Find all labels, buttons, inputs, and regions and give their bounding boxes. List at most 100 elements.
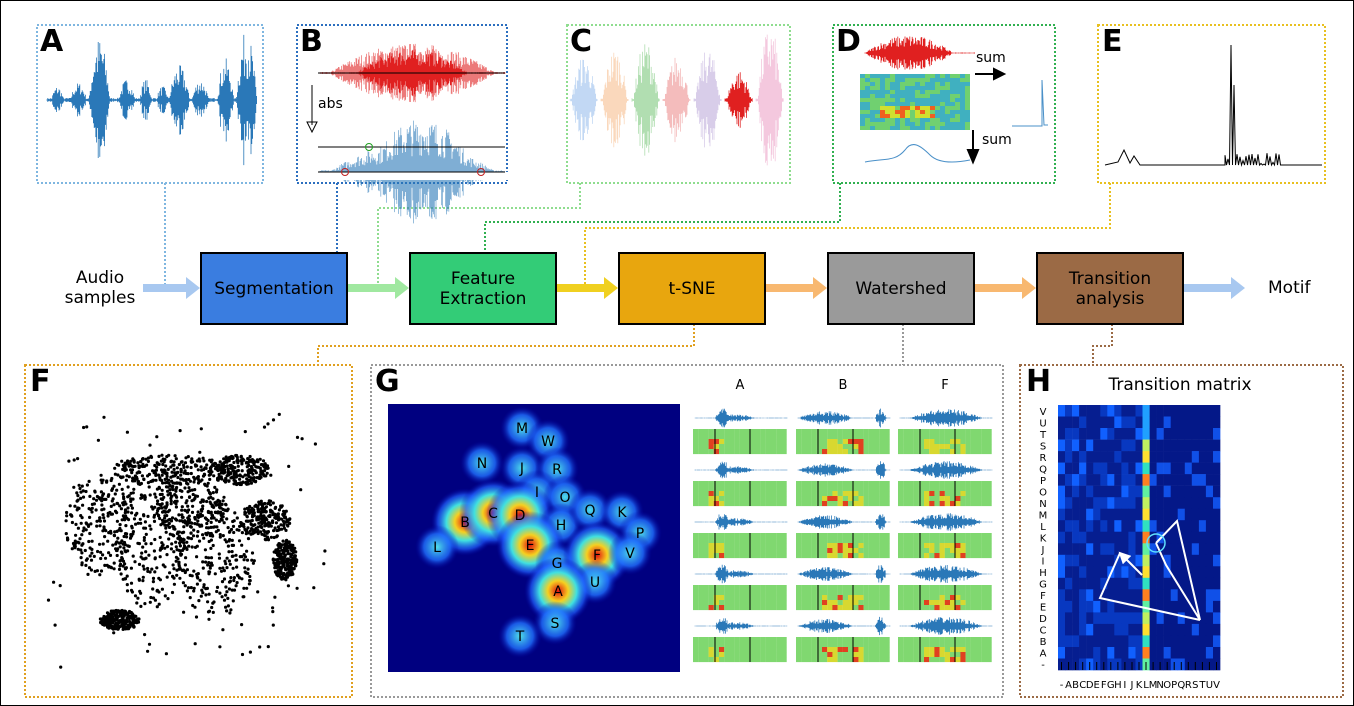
spectrogram-cell — [740, 429, 745, 434]
scatter-point — [119, 523, 122, 526]
spectrogram-cell — [903, 538, 908, 543]
matrix-cell — [1136, 509, 1143, 521]
spectrogram-cell — [827, 590, 832, 595]
spectrogram-cell — [920, 82, 925, 86]
y-label: P — [1040, 476, 1046, 487]
scatter-point — [86, 557, 89, 560]
spectrogram-cell — [879, 652, 884, 657]
spectrogram-cell — [924, 444, 929, 449]
spectrogram-cell — [914, 449, 919, 454]
spectrogram-cell — [920, 94, 925, 98]
matrix-cell — [1185, 589, 1192, 601]
spectrogram-cell — [860, 110, 865, 114]
scatter-point — [225, 509, 228, 512]
spectrogram-cell — [915, 122, 920, 126]
spectrogram-cell — [869, 548, 874, 553]
scatter-point — [285, 547, 288, 550]
spectrogram-cell — [755, 439, 760, 444]
spectrogram-cell — [945, 642, 950, 647]
scatter-point — [94, 570, 97, 573]
matrix-cell — [1171, 532, 1178, 544]
scatter-point — [128, 545, 131, 548]
spectrogram-cell — [735, 553, 740, 558]
spectrogram-cell — [869, 538, 874, 543]
spectrogram-cell — [740, 434, 745, 439]
scatter-point — [243, 566, 246, 569]
scatter-point — [112, 497, 115, 500]
spectrogram-cell — [766, 543, 771, 548]
spectrogram-cell — [869, 647, 874, 652]
scatter-point — [76, 457, 79, 460]
spectrogram-cell — [750, 600, 755, 605]
waveform — [695, 462, 787, 478]
scatter-point — [103, 519, 106, 522]
scatter-point — [81, 561, 84, 564]
spectrogram-cell — [822, 429, 827, 434]
scatter-point — [227, 526, 230, 529]
matrix-cell — [1192, 474, 1199, 486]
spectrogram-cell — [903, 434, 908, 439]
spectrogram-cell — [934, 652, 939, 657]
spectrogram-cell — [930, 90, 935, 94]
spectrogram-cell — [898, 652, 903, 657]
scatter-point — [237, 529, 240, 532]
matrix-cell — [1100, 612, 1107, 624]
spectrogram-cell — [971, 486, 976, 491]
scatter-point — [113, 562, 116, 565]
spectrogram-cell — [885, 98, 890, 102]
spectrogram-cell — [822, 496, 827, 501]
matrix-cell — [1107, 543, 1114, 555]
scatter-point — [170, 542, 173, 545]
spectrogram-cell — [781, 439, 786, 444]
scatter-point — [109, 619, 112, 622]
scatter-point — [290, 549, 293, 552]
scatter-point — [219, 533, 222, 536]
scatter-point — [157, 455, 160, 458]
spectrogram-cell — [740, 637, 745, 642]
scatter-point — [102, 513, 105, 516]
scatter-point — [197, 468, 200, 471]
spectrogram-cell — [976, 538, 981, 543]
spectrogram-cell — [960, 444, 965, 449]
scatter-point — [185, 499, 188, 502]
spectrogram-cell — [771, 429, 776, 434]
scatter-point — [227, 550, 230, 553]
matrix-cell — [1079, 463, 1086, 475]
spectrogram-cell — [903, 590, 908, 595]
spectrogram-cell — [981, 449, 986, 454]
spectrogram-cell — [719, 647, 724, 652]
matrix-cell — [1058, 428, 1065, 440]
matrix-cell — [1136, 624, 1143, 636]
spectrogram-cell — [875, 106, 880, 110]
spectrogram-cell — [955, 122, 960, 126]
spectrogram-cell — [976, 486, 981, 491]
spectrogram-cell — [869, 595, 874, 600]
spectrogram-cell — [955, 434, 960, 439]
scatter-point — [164, 507, 167, 510]
spectrogram-cell — [698, 533, 703, 538]
spectrogram-cell — [864, 585, 869, 590]
matrix-cell — [1086, 417, 1093, 429]
spectrogram-cell — [806, 434, 811, 439]
spectrogram-cell — [693, 637, 698, 642]
spectrogram-cell — [729, 501, 734, 506]
matrix-cell — [1072, 624, 1079, 636]
matrix-cell — [1058, 440, 1065, 452]
matrix-cell — [1185, 509, 1192, 521]
matrix-cell — [1206, 566, 1213, 578]
spectrogram-cell — [966, 553, 971, 558]
scatter-point — [277, 516, 280, 519]
spectrogram-cell — [885, 90, 890, 94]
scatter-point — [233, 472, 236, 475]
spectrogram-cell — [719, 657, 724, 662]
spectrogram-cell — [908, 501, 913, 506]
spectrogram-cell — [703, 647, 708, 652]
matrix-cell — [1114, 532, 1121, 544]
spectrogram-cell — [929, 652, 934, 657]
spectrogram-cell — [908, 481, 913, 486]
scatter-point — [122, 546, 125, 549]
scatter-point — [256, 458, 259, 461]
spectrogram-cell — [719, 449, 724, 454]
scatter-point — [211, 505, 214, 508]
spectrogram-cell — [940, 548, 945, 553]
